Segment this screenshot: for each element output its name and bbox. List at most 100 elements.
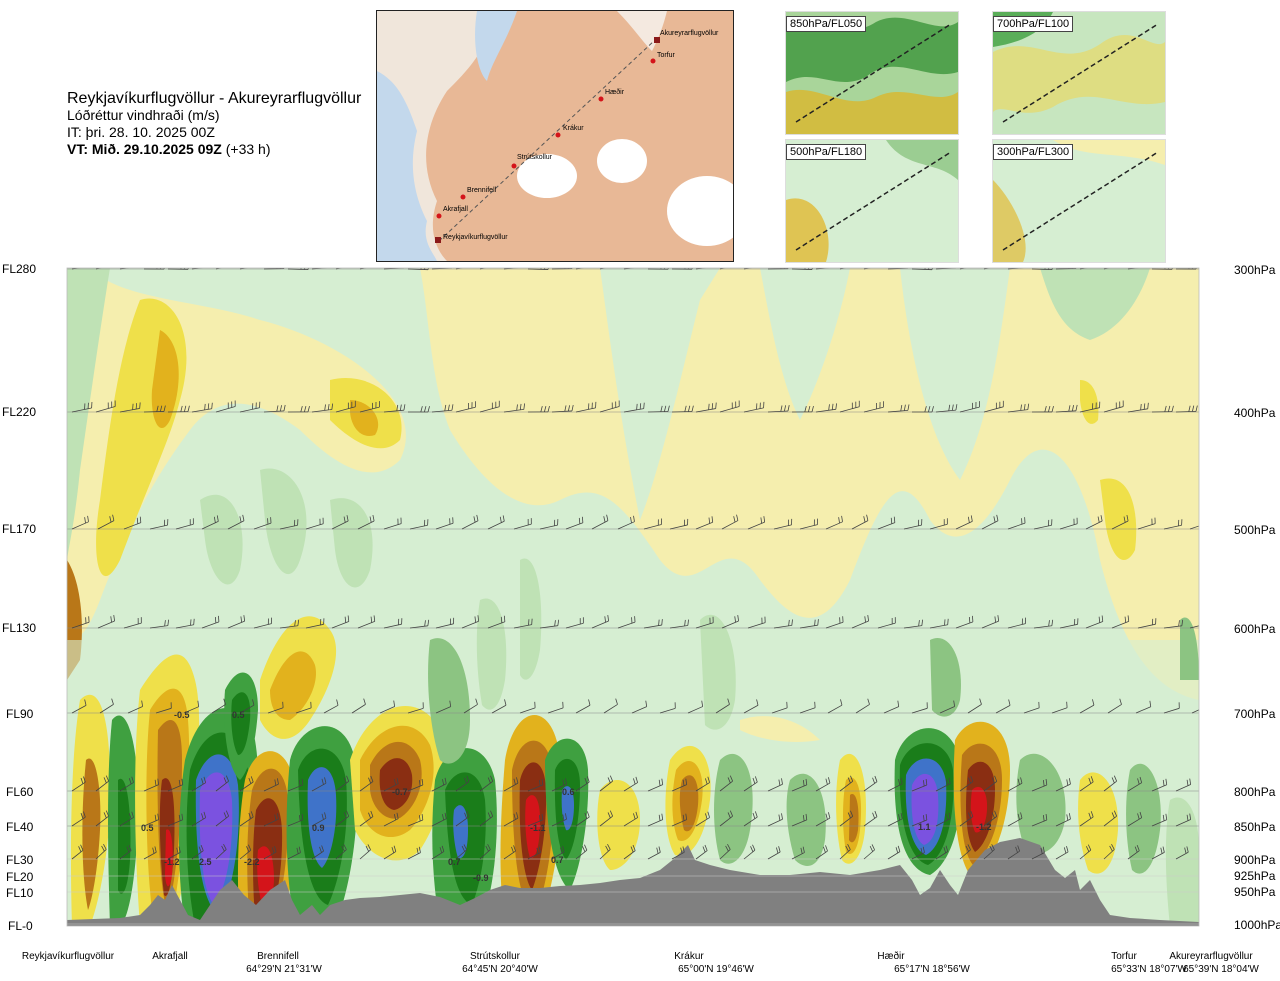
route-map-svg: Akureyrarflugvöllur Torfur Hæðir Krákur …	[377, 11, 733, 261]
wind-barb-feather	[1020, 404, 1022, 411]
wind-barb-feather	[1087, 844, 1092, 851]
wind-barb-feather	[1165, 813, 1168, 820]
wind-barb-feather	[274, 814, 277, 821]
wind-barb-feather	[110, 616, 112, 623]
wind-barb-feather	[931, 406, 934, 413]
wind-barb-feather	[607, 843, 611, 850]
wind-barb-feather	[1126, 515, 1129, 522]
wind-barb-feather	[817, 619, 819, 626]
wind-barb	[695, 268, 707, 270]
wind-barb-feather	[250, 776, 254, 783]
wind-barb-feather	[1100, 515, 1103, 522]
route-endpoint-end	[654, 37, 660, 43]
wind-barb-feather	[903, 268, 905, 269]
wind-barb-feather	[156, 405, 159, 412]
wind-barb-feather	[847, 844, 851, 850]
wind-barb-feather	[399, 404, 402, 411]
wind-barb-feather	[1020, 777, 1023, 784]
wind-barb-feather	[466, 775, 470, 782]
wind-barb-feather	[274, 846, 277, 853]
wind-barb-feather	[178, 779, 181, 786]
wind-barb-feather	[847, 812, 851, 819]
wind-barb-feather	[557, 619, 560, 626]
wind-barb-feather	[504, 699, 507, 706]
contour-label: -2.2	[244, 857, 260, 867]
wind-barb-feather	[850, 810, 854, 817]
wind-barb-feather	[661, 778, 664, 785]
wind-barb-feather	[924, 268, 926, 270]
wind-barb	[1107, 704, 1122, 714]
wind-barb-feather	[325, 262, 326, 268]
wind-barb-feather	[581, 516, 584, 523]
wind-barb-feather	[216, 515, 219, 522]
wind-barb-feather	[516, 812, 519, 819]
wind-barb-feather	[605, 845, 609, 852]
wind-barb-feather	[943, 846, 947, 853]
wind-barb-feather	[213, 516, 216, 523]
wind-barb-feather	[752, 844, 756, 851]
wind-barb-feather	[1189, 813, 1192, 820]
wind-barb-feather	[396, 812, 399, 819]
wind-barb-feather	[840, 699, 843, 706]
wind-barb-feather	[300, 268, 302, 270]
wind-barb-feather	[971, 615, 974, 622]
wind-barb-feather	[103, 843, 107, 850]
wind-barb-feather	[517, 262, 518, 268]
wind-barb-feather	[343, 516, 346, 523]
wind-barb	[827, 704, 843, 714]
wind-barb-feather	[788, 619, 790, 626]
wind-barb-feather	[582, 846, 586, 852]
wind-barb	[687, 706, 703, 714]
wind-barb-feather	[996, 514, 999, 521]
waypoint-torfur-coord: 65°33'N 18°07'W	[1111, 964, 1187, 975]
wind-barb-feather	[928, 268, 930, 270]
wind-barb-feather	[970, 810, 974, 817]
wind-barb-feather	[1111, 843, 1115, 850]
wind-barb-feather	[464, 777, 468, 784]
wind-barb	[99, 704, 114, 714]
wind-barb	[1051, 707, 1068, 714]
wind-barb-feather	[900, 777, 903, 784]
wind-barb-feather	[578, 517, 581, 524]
wind-barb-feather	[200, 844, 204, 851]
wind-barb-feather	[1090, 811, 1094, 818]
wind-barb-feather	[895, 847, 899, 854]
wind-barb-feather	[336, 699, 339, 706]
wind-barb-feather	[607, 812, 611, 819]
waypoint-krakur-coord: 65°00'N 19°46'W	[678, 964, 754, 975]
wind-barb-feather	[1090, 776, 1094, 783]
wind-barb-feather	[128, 844, 132, 851]
wind-barb	[743, 268, 753, 270]
wind-barb-feather	[778, 779, 781, 786]
y-left-tick-fl30: FL30	[6, 853, 34, 867]
wind-barb-feather	[346, 515, 349, 522]
wind-barb-feather	[872, 812, 876, 819]
wind-barb-feather	[181, 813, 184, 820]
wind-barb-feather	[1165, 778, 1168, 785]
wind-barb-feather	[447, 404, 450, 411]
wind-barb-feather	[802, 779, 805, 787]
map-label-haedir: Hæðir	[605, 88, 625, 96]
wind-barb-feather	[729, 810, 733, 817]
wind-barb-feather	[660, 405, 663, 412]
waypoint-strutskollur: Strútskollur	[470, 951, 521, 962]
y-right-tick-300: 300hPa	[1234, 263, 1276, 277]
wind-barb-feather	[393, 845, 397, 852]
y-right-tick-700: 700hPa	[1234, 707, 1276, 721]
wind-barb-feather	[133, 261, 134, 267]
wind-barb-feather	[298, 780, 301, 787]
wind-barb-feather	[1015, 846, 1018, 853]
wind-barb-feather	[1051, 619, 1054, 626]
wind-barb-feather	[92, 260, 93, 266]
wind-barb-feather	[83, 811, 86, 818]
wind-barb-feather	[584, 844, 588, 851]
wind-barb-feather	[370, 775, 374, 782]
wind-barb	[71, 705, 87, 714]
wind-barb-feather	[658, 814, 661, 821]
wind-barb-feather	[658, 619, 660, 626]
route-point	[555, 132, 561, 138]
wind-barb-feather	[78, 846, 82, 853]
wind-barb-feather	[633, 813, 636, 820]
wind-barb-feather	[217, 615, 220, 622]
y-right-tick-950: 950hPa	[1234, 885, 1276, 899]
